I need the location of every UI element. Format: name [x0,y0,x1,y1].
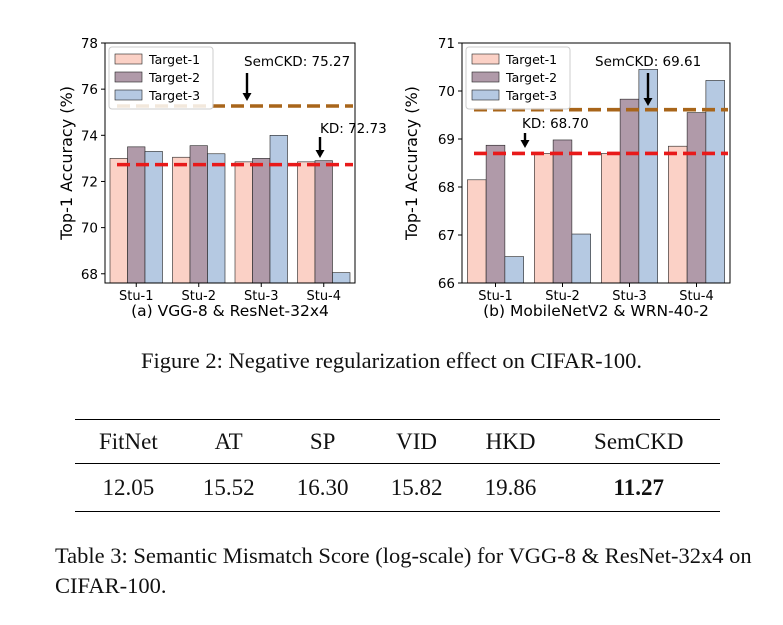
x-tick-label: Stu-4 [306,289,341,304]
legend: Target-1 Target-2 Target-3 [108,46,214,110]
bar-target-1-stu-1 [467,179,487,284]
bar-target-1-stu-3 [601,153,621,284]
figure-caption: Figure 2: Negative regularization effect… [141,348,642,373]
table-header-row: FitNet AT SP VID HKD SemCKD [75,419,720,464]
bar-target-3-stu-1 [144,151,163,284]
value-semckd: 11.27 [613,474,664,500]
y-tick-label: 71 [438,36,455,52]
legend-label: Target-1 [505,52,557,67]
legend-label: Target-3 [505,88,557,103]
kd-label: KD: 68.70 [522,116,589,132]
y-tick-label: 74 [81,128,98,144]
bar-target-3-stu-1 [504,256,524,284]
bar-target-1-stu-4 [668,145,688,284]
y-axis-label: Top-1 Accuracy (%) [57,86,76,241]
legend-label: Target-1 [148,52,200,67]
value-at: 15.52 [202,474,255,500]
semckd-arrow-head [643,98,653,106]
legend-swatch-target-1 [471,53,500,65]
bar-target-3-stu-4 [332,272,351,284]
header-at: AT [214,428,243,454]
legend-swatch-target-1 [114,53,143,65]
y-tick-label: 66 [438,276,455,292]
panel-subtitle: (a) VGG-8 & ResNet-32x4 [131,302,329,320]
bar-target-1-stu-1 [109,158,128,284]
y-tick-label: 67 [438,228,455,244]
header-semckd: SemCKD [594,428,684,454]
semckd-label: SemCKD: 69.61 [595,54,701,70]
table-row: 12.05 15.52 16.30 15.82 19.86 11.27 [75,464,720,512]
bar-target-3-stu-2 [571,233,591,284]
header-vid: VID [396,428,438,454]
y-tick-label: 69 [438,132,455,148]
figure-2-charts: Stu-1 Stu-2 Stu-3 Stu-4 SemCKD: 75.27 KD: 72.… [57,36,731,320]
kd-arrow-head [315,150,325,158]
y-tick-label: 70 [81,221,98,237]
bar-target-1-stu-3 [234,161,253,284]
value-sp: 16.30 [296,474,349,500]
header-fitnet: FitNet [98,428,158,454]
bar-target-1-stu-2 [534,153,554,284]
header-hkd: HKD [485,428,536,454]
legend-swatch-target-3 [114,89,143,101]
table-caption: Table 3: Semantic Mismatch Score (log-sc… [55,543,752,598]
bar-target-2-stu-4 [314,160,333,284]
chart-panel-a: Stu-1 Stu-2 Stu-3 Stu-4 SemCKD: 75.27 KD: 72.… [57,36,387,320]
legend-swatch-target-2 [471,71,500,83]
bar-target-3-stu-2 [207,153,226,284]
x-tick-label: Stu-3 [612,289,647,304]
legend: Target-1 Target-2 Target-3 [465,46,571,110]
y-tick-label: 76 [81,82,98,98]
bar-target-2-stu-1 [127,146,146,284]
bar-target-2-stu-3 [619,98,640,284]
semckd-arrow-head [242,93,252,101]
x-tick-label: Stu-1 [478,289,513,304]
bar-target-3-stu-3 [269,135,288,284]
plot-frame [104,42,356,284]
bar-target-2-stu-4 [686,112,707,284]
y-axis-label: Top-1 Accuracy (%) [402,86,421,241]
value-fitnet: 12.05 [102,474,155,500]
panel-subtitle: (b) MobileNetV2 & WRN-40-2 [483,302,709,320]
x-tick-label: Stu-4 [679,289,714,304]
legend-label: Target-3 [148,88,200,103]
legend-swatch-target-3 [471,89,500,101]
legend-swatch-target-2 [114,71,143,83]
x-tick-label: Stu-2 [545,289,580,304]
bar-target-1-stu-2 [172,156,191,284]
value-hkd: 19.86 [484,474,537,500]
y-tick-label: 68 [438,180,455,196]
value-vid: 15.82 [390,474,443,500]
x-tick-label: Stu-3 [244,289,279,304]
y-tick-label: 68 [81,267,98,283]
legend-label: Target-2 [505,70,557,85]
mismatch-score-table: FitNet AT SP VID HKD SemCKD 12.05 15.52 … [75,419,720,512]
chart-panel-b: Stu-1 Stu-2 Stu-3 Stu-4 SemCKD: 69.61 KD: 68.… [402,36,731,320]
kd-arrow-head [520,140,530,148]
x-tick-label: Stu-1 [119,289,154,304]
semckd-label: SemCKD: 75.27 [244,54,350,70]
y-tick-label: 72 [81,174,98,190]
plot-frame [461,42,731,284]
y-tick-label: 78 [81,36,98,52]
bar-target-2-stu-3 [252,158,271,284]
y-tick-label: 70 [438,84,455,100]
bar-target-2-stu-2 [552,139,573,284]
bar-target-1-stu-4 [297,161,316,284]
x-tick-label: Stu-2 [181,289,216,304]
header-sp: SP [309,428,336,454]
legend-label: Target-2 [148,70,200,85]
kd-label: KD: 72.73 [320,121,387,137]
bar-target-2-stu-1 [485,144,506,284]
